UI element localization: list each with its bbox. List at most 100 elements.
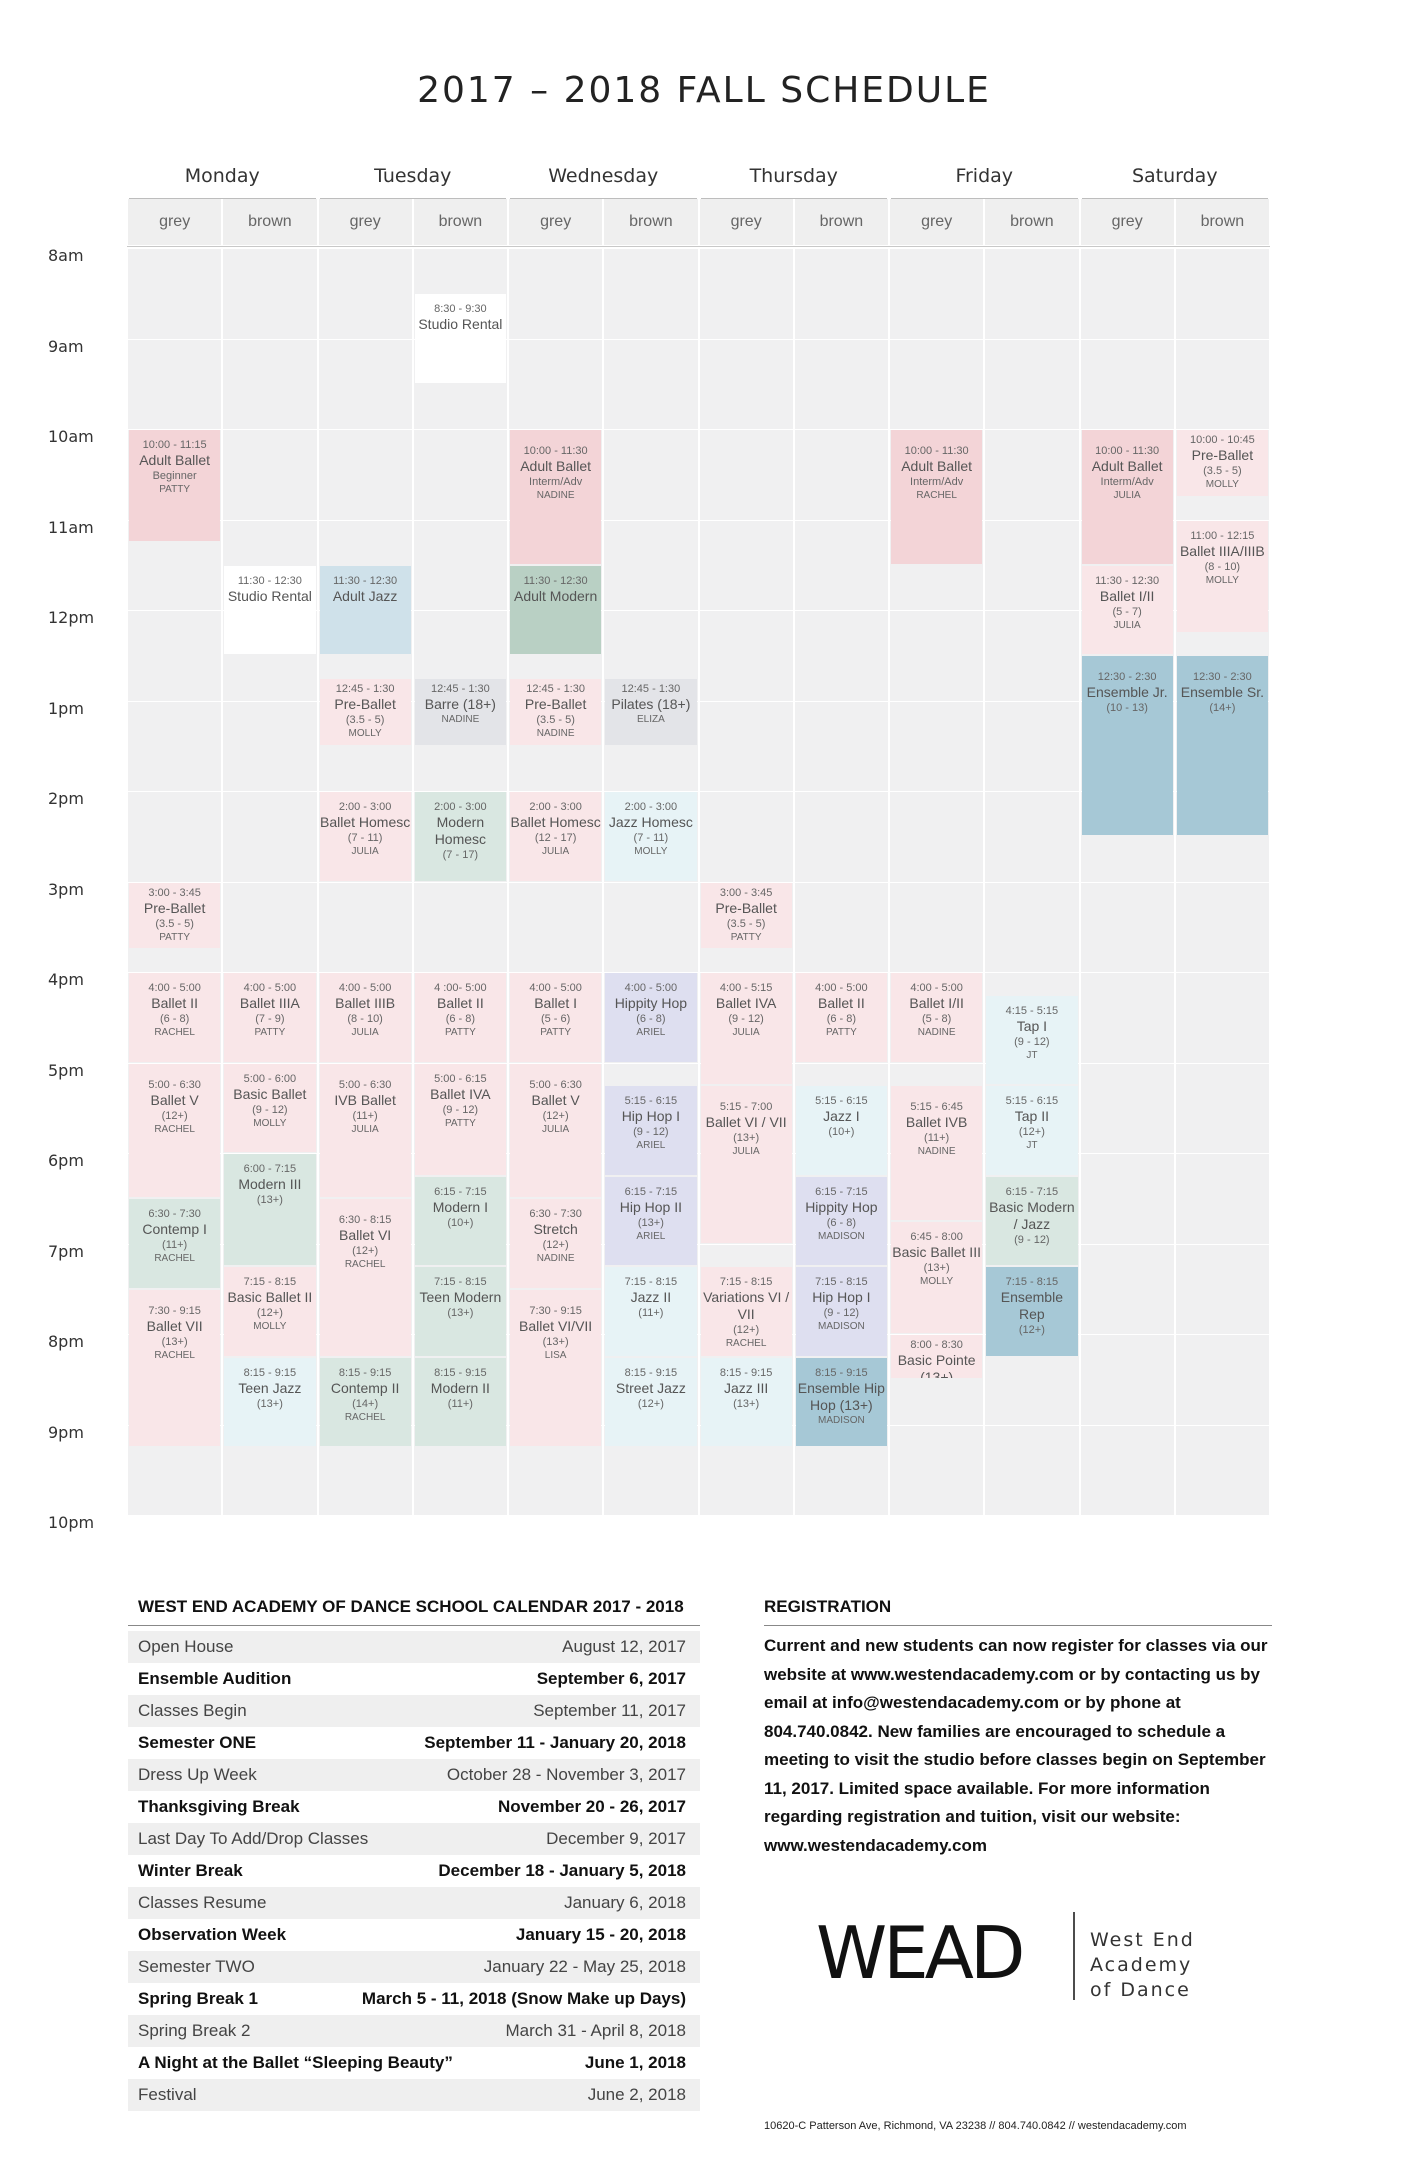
class-time: 4:00 - 5:00 (243, 982, 297, 994)
class-block[interactable]: 5:15 - 6:15 Hip Hop I (9 - 12) ARIEL (605, 1086, 697, 1175)
class-name: Ballet VII (146, 1317, 203, 1334)
class-block[interactable]: 5:15 - 6:15 Tap II (12+) JT (986, 1086, 1078, 1175)
class-block[interactable]: 4:00 - 5:00 Hippity Hop (6 - 8) ARIEL (605, 973, 697, 1062)
class-block[interactable]: 6:15 - 7:15 Hip Hop II (13+) ARIEL (605, 1176, 697, 1266)
class-block[interactable]: 5:00 - 6:30 IVB Ballet (11+) JULIA (319, 1063, 411, 1198)
class-block[interactable]: 6:15 - 7:15 Basic Modern / Jazz (9 - 12) (986, 1176, 1078, 1266)
class-instructor: JULIA (732, 1027, 760, 1038)
class-block[interactable]: 8:15 - 9:15 Street Jazz (12+) (605, 1357, 697, 1447)
class-block[interactable]: 8:15 - 9:15 Jazz III (13+) (700, 1357, 792, 1447)
class-block[interactable]: 7:30 - 9:15 Ballet VI/VII (13+) LISA (510, 1289, 602, 1447)
class-block[interactable]: 7:15 - 8:15 Hip Hop I (9 - 12) MADISON (795, 1267, 887, 1356)
logo-line1: West End (1090, 1929, 1195, 1951)
class-block[interactable]: 11:30 - 12:30 Studio Rental (224, 565, 316, 655)
room-header: grey (1080, 199, 1174, 245)
class-block[interactable]: 8:15 - 9:15 Contemp II (14+) RACHEL (319, 1357, 411, 1447)
class-block[interactable]: 4 :00- 5:00 Ballet II (6 - 8) PATTY (414, 973, 506, 1062)
calendar-date: March 5 - 11, 2018 (Snow Make up Days) (361, 1989, 686, 2008)
class-block[interactable]: 7:15 - 8:15 Variations VI / VII (12+) RACHE… (700, 1267, 792, 1356)
class-block[interactable]: 12:45 - 1:30 Barre (18+) NADINE (414, 678, 506, 745)
class-block[interactable]: 4:00 - 5:00 Ballet II (6 - 8) RACHEL (129, 973, 221, 1062)
class-age: (7 - 17) (442, 849, 479, 861)
class-block[interactable]: 2:00 - 3:00 Ballet Homesc (7 - 11) JULIA (319, 792, 411, 881)
class-block[interactable]: 6:30 - 7:30 Stretch (12+) NADINE (510, 1199, 602, 1288)
class-block[interactable]: 7:15 - 8:15 Jazz II (11+) (605, 1267, 697, 1356)
class-block[interactable]: 5:00 - 6:00 Basic Ballet (9 - 12) MOLLY (224, 1063, 316, 1152)
room-header: grey (699, 199, 793, 245)
class-block[interactable]: 12:30 - 2:30 Ensemble Sr. (14+) (1176, 656, 1268, 836)
class-block[interactable]: 12:30 - 2:30 Ensemble Jr. (10 - 13) (1081, 656, 1173, 836)
class-block[interactable]: 4:00 - 5:00 Ballet IIIB (8 - 10) JULIA (319, 973, 411, 1062)
class-block[interactable]: 5:00 - 6:30 Ballet V (12+) RACHEL (129, 1063, 221, 1198)
class-block[interactable]: 8:15 - 9:15 Teen Jazz (13+) (224, 1357, 316, 1447)
class-block[interactable]: 6:15 - 7:15 Hippity Hop (6 - 8) MADISON (795, 1176, 887, 1266)
class-block[interactable]: 6:30 - 8:15 Ballet VI (12+) RACHEL (319, 1199, 411, 1356)
class-block[interactable]: 4:00 - 5:00 Ballet IIIA (7 - 9) PATTY (224, 973, 316, 1062)
class-block[interactable]: 11:30 - 12:30 Ballet I/II (5 - 7) JULIA (1081, 565, 1173, 655)
calendar-event: Open House (138, 1637, 234, 1656)
class-block[interactable]: 3:00 - 3:45 Pre-Ballet (3.5 - 5) PATTY (700, 882, 792, 949)
class-block[interactable]: 10:00 - 11:30 Adult Ballet Interm/Adv JULIA (1081, 430, 1173, 564)
class-block[interactable]: 6:30 - 7:30 Contemp I (11+) RACHEL (129, 1199, 221, 1288)
class-block[interactable]: 4:00 - 5:00 Ballet II (6 - 8) PATTY (795, 973, 887, 1062)
class-block[interactable]: 5:15 - 6:15 Jazz I (10+) (795, 1086, 887, 1175)
class-block[interactable]: 7:15 - 8:15 Basic Ballet II (12+) MOLLY (224, 1267, 316, 1356)
class-name: Ballet II (818, 995, 865, 1011)
calendar-event: Classes Begin (138, 1701, 247, 1720)
class-name: Ballet Homesc (319, 814, 411, 830)
class-instructor: RACHEL (154, 1123, 195, 1135)
class-block[interactable]: 8:30 - 9:30 Studio Rental (414, 294, 506, 383)
class-time: 5:00 - 6:30 (338, 1078, 392, 1091)
class-block[interactable]: 5:00 - 6:15 Ballet IVA (9 - 12) PATTY (414, 1063, 506, 1175)
class-instructor: MADISON (818, 1230, 865, 1242)
class-age: (11+) (447, 1397, 473, 1410)
class-block[interactable]: 12:45 - 1:30 Pre-Ballet (3.5 - 5) MOLLY (319, 678, 411, 745)
calendar-event: Spring Break 2 (138, 2021, 251, 2040)
class-instructor: PATTY (159, 484, 190, 495)
class-block[interactable]: 4:00 - 5:00 Ballet I (5 - 6) PATTY (510, 973, 602, 1062)
class-time: 6:45 - 8:00 (910, 1230, 963, 1243)
class-time: 2:00 - 3:00 (434, 801, 487, 813)
class-name: Ensemble Sr. (1180, 684, 1264, 701)
class-time: 11:30 - 12:30 (237, 574, 302, 587)
logo-line3: of Dance (1090, 1979, 1191, 2001)
class-block[interactable]: 10:00 - 10:45 Pre-Ballet (3.5 - 5) MOLLY (1176, 430, 1268, 496)
calendar-date: June 2, 2018 (587, 2085, 686, 2104)
class-time: 7:15 - 8:15 (1005, 1276, 1059, 1289)
class-block[interactable]: 10:00 - 11:30 Adult Ballet Interm/Adv RACHE… (891, 430, 983, 564)
class-block[interactable]: 2:00 - 3:00 Ballet Homesc (12 - 17) JULIA (510, 792, 602, 881)
class-block[interactable]: 11:30 - 12:30 Adult Modern (510, 565, 602, 655)
class-block[interactable]: 11:30 - 12:30 Adult Jazz (319, 565, 411, 655)
class-block[interactable]: 4:00 - 5:00 Ballet I/II (5 - 8) NADINE (891, 973, 983, 1062)
class-block[interactable]: 8:15 - 9:15 Modern II (11+) (414, 1357, 506, 1447)
calendar-row: Last Day To Add/Drop Classes December 9, … (128, 1823, 700, 1855)
class-block[interactable]: 7:15 - 8:15 Teen Modern (13+) (414, 1267, 506, 1356)
class-block[interactable]: 2:00 - 3:00 Modern Homesc (7 - 17) (414, 792, 506, 881)
class-block[interactable]: 7:30 - 9:15 Ballet VII (13+) RACHEL (129, 1289, 221, 1447)
class-block[interactable]: 6:45 - 8:00 Basic Ballet III (13+) MOLLY (891, 1221, 983, 1333)
class-block[interactable]: 3:00 - 3:45 Pre-Ballet (3.5 - 5) PATTY (129, 882, 221, 949)
class-block[interactable]: 4:15 - 5:15 Tap I (9 - 12) JT (986, 995, 1078, 1085)
logo-mark: WEAD (816, 1911, 1022, 1995)
class-block[interactable]: 5:15 - 7:00 Ballet VI / VII (13+) JULIA (700, 1086, 792, 1243)
class-block[interactable]: 8:15 - 9:15 Ensemble Hip Hop (13+) MADISON (795, 1357, 887, 1447)
class-block[interactable]: 7:15 - 8:15 Ensemble Rep (12+) (986, 1267, 1078, 1356)
class-block[interactable]: 10:00 - 11:30 Adult Ballet Interm/Adv NADIN… (510, 430, 602, 564)
calendar-rule (128, 1625, 700, 1626)
class-name: Teen Jazz (238, 1379, 302, 1396)
class-block[interactable]: 12:45 - 1:30 Pre-Ballet (3.5 - 5) NADINE (510, 678, 602, 745)
class-age: (10+) (828, 1126, 855, 1139)
class-block[interactable]: 4:00 - 5:15 Ballet IVA (9 - 12) JULIA (700, 973, 792, 1085)
class-name: Ballet Homesc (510, 814, 601, 830)
class-block[interactable]: 5:00 - 6:30 Ballet V (12+) JULIA (510, 1063, 602, 1198)
class-block[interactable]: 11:00 - 12:15 Ballet IIIA/IIIB (8 - 10) MOL… (1176, 520, 1268, 632)
time-label: 8pm (48, 1332, 84, 1351)
time-label: 3pm (48, 879, 84, 899)
class-block[interactable]: 10:00 - 11:15 Adult Ballet Beginner PATTY (129, 430, 221, 542)
class-block[interactable]: 6:00 - 7:15 Modern III (13+) (224, 1154, 316, 1266)
class-block[interactable]: 2:00 - 3:00 Jazz Homesc (7 - 11) MOLLY (605, 792, 697, 881)
class-block[interactable]: 6:15 - 7:15 Modern I (10+) (414, 1176, 506, 1266)
class-block[interactable]: 5:15 - 6:45 Ballet IVB (11+) NADINE (891, 1086, 983, 1220)
class-block[interactable]: 12:45 - 1:30 Pilates (18+) ELIZA (605, 678, 697, 745)
